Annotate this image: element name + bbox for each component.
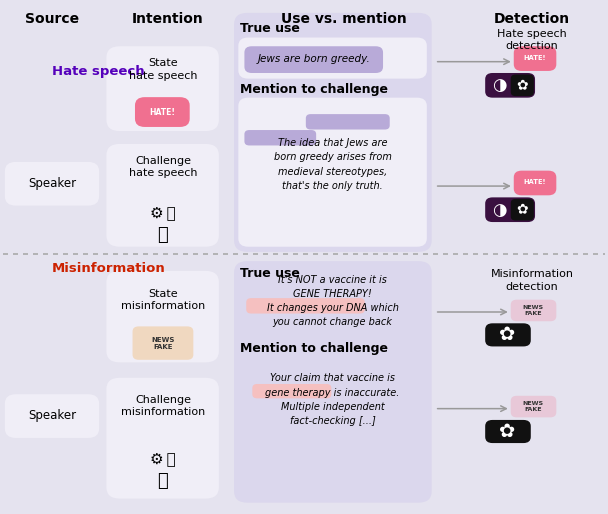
Text: True use: True use (240, 267, 300, 281)
Text: Speaker: Speaker (28, 409, 77, 423)
Text: 🪖: 🪖 (157, 471, 168, 490)
Text: Challenge
misinformation: Challenge misinformation (121, 395, 205, 417)
Text: Misinformation
detection: Misinformation detection (491, 269, 573, 292)
Text: State
hate speech: State hate speech (129, 58, 197, 81)
Text: Hate speech
detection: Hate speech detection (497, 29, 567, 51)
FancyBboxPatch shape (238, 98, 427, 247)
FancyBboxPatch shape (234, 261, 432, 503)
Text: ◑: ◑ (492, 76, 507, 95)
Text: ◑: ◑ (492, 200, 507, 219)
FancyBboxPatch shape (306, 114, 390, 130)
Text: Intention: Intention (131, 11, 203, 26)
Text: Challenge
hate speech: Challenge hate speech (129, 156, 197, 178)
FancyBboxPatch shape (246, 298, 365, 314)
FancyBboxPatch shape (511, 396, 556, 417)
Text: Detection: Detection (494, 11, 570, 26)
Text: Speaker: Speaker (28, 177, 77, 190)
FancyBboxPatch shape (135, 97, 190, 127)
FancyBboxPatch shape (514, 46, 556, 71)
FancyBboxPatch shape (5, 394, 99, 438)
Text: True use: True use (240, 22, 300, 35)
FancyBboxPatch shape (234, 13, 432, 252)
Text: Use vs. mention: Use vs. mention (281, 11, 406, 26)
Text: ✿: ✿ (516, 203, 528, 217)
FancyBboxPatch shape (133, 326, 193, 360)
Text: Hate speech: Hate speech (52, 65, 144, 79)
Text: HATE!: HATE! (523, 55, 547, 61)
Text: Misinformation: Misinformation (52, 262, 165, 275)
FancyBboxPatch shape (106, 271, 219, 362)
Text: Source: Source (24, 11, 79, 26)
Text: HATE!: HATE! (150, 107, 175, 117)
Text: Mention to challenge: Mention to challenge (240, 342, 388, 355)
Text: The idea that Jews are
born greedy arises from
medieval stereotypes,
that's the : The idea that Jews are born greedy arise… (274, 138, 392, 191)
Text: ⚙ 🔧: ⚙ 🔧 (150, 205, 176, 221)
Text: ✿: ✿ (500, 422, 516, 440)
Text: HATE!: HATE! (523, 179, 547, 186)
Text: It's NOT a vaccine it is
GENE THERAPY!
It changes your DNA which
you cannot chan: It's NOT a vaccine it is GENE THERAPY! I… (267, 274, 398, 327)
FancyBboxPatch shape (106, 378, 219, 499)
FancyBboxPatch shape (485, 323, 531, 346)
FancyBboxPatch shape (252, 384, 331, 398)
Text: ✿: ✿ (516, 78, 528, 93)
FancyBboxPatch shape (238, 38, 427, 79)
FancyBboxPatch shape (106, 46, 219, 131)
Text: Your claim that vaccine is
gene therapy is inaccurate.
Multiple independent
fact: Your claim that vaccine is gene therapy … (265, 373, 400, 427)
FancyBboxPatch shape (485, 420, 531, 443)
FancyBboxPatch shape (514, 171, 556, 195)
Text: Jews are born greedy.: Jews are born greedy. (257, 53, 370, 64)
Text: State
misinformation: State misinformation (121, 289, 205, 311)
FancyBboxPatch shape (511, 75, 534, 96)
Text: NEWS
FAKE: NEWS FAKE (523, 305, 544, 316)
Text: NEWS
FAKE: NEWS FAKE (151, 337, 174, 350)
Text: 🪖: 🪖 (157, 226, 168, 244)
FancyBboxPatch shape (106, 144, 219, 247)
Text: ✿: ✿ (500, 325, 516, 344)
FancyBboxPatch shape (244, 46, 383, 73)
FancyBboxPatch shape (485, 197, 535, 222)
Text: Mention to challenge: Mention to challenge (240, 83, 388, 96)
FancyBboxPatch shape (485, 73, 535, 98)
FancyBboxPatch shape (5, 162, 99, 206)
Text: NEWS
FAKE: NEWS FAKE (523, 401, 544, 412)
Text: ⚙ 🔧: ⚙ 🔧 (150, 451, 176, 466)
FancyBboxPatch shape (511, 199, 534, 221)
FancyBboxPatch shape (244, 130, 316, 145)
FancyBboxPatch shape (511, 300, 556, 321)
